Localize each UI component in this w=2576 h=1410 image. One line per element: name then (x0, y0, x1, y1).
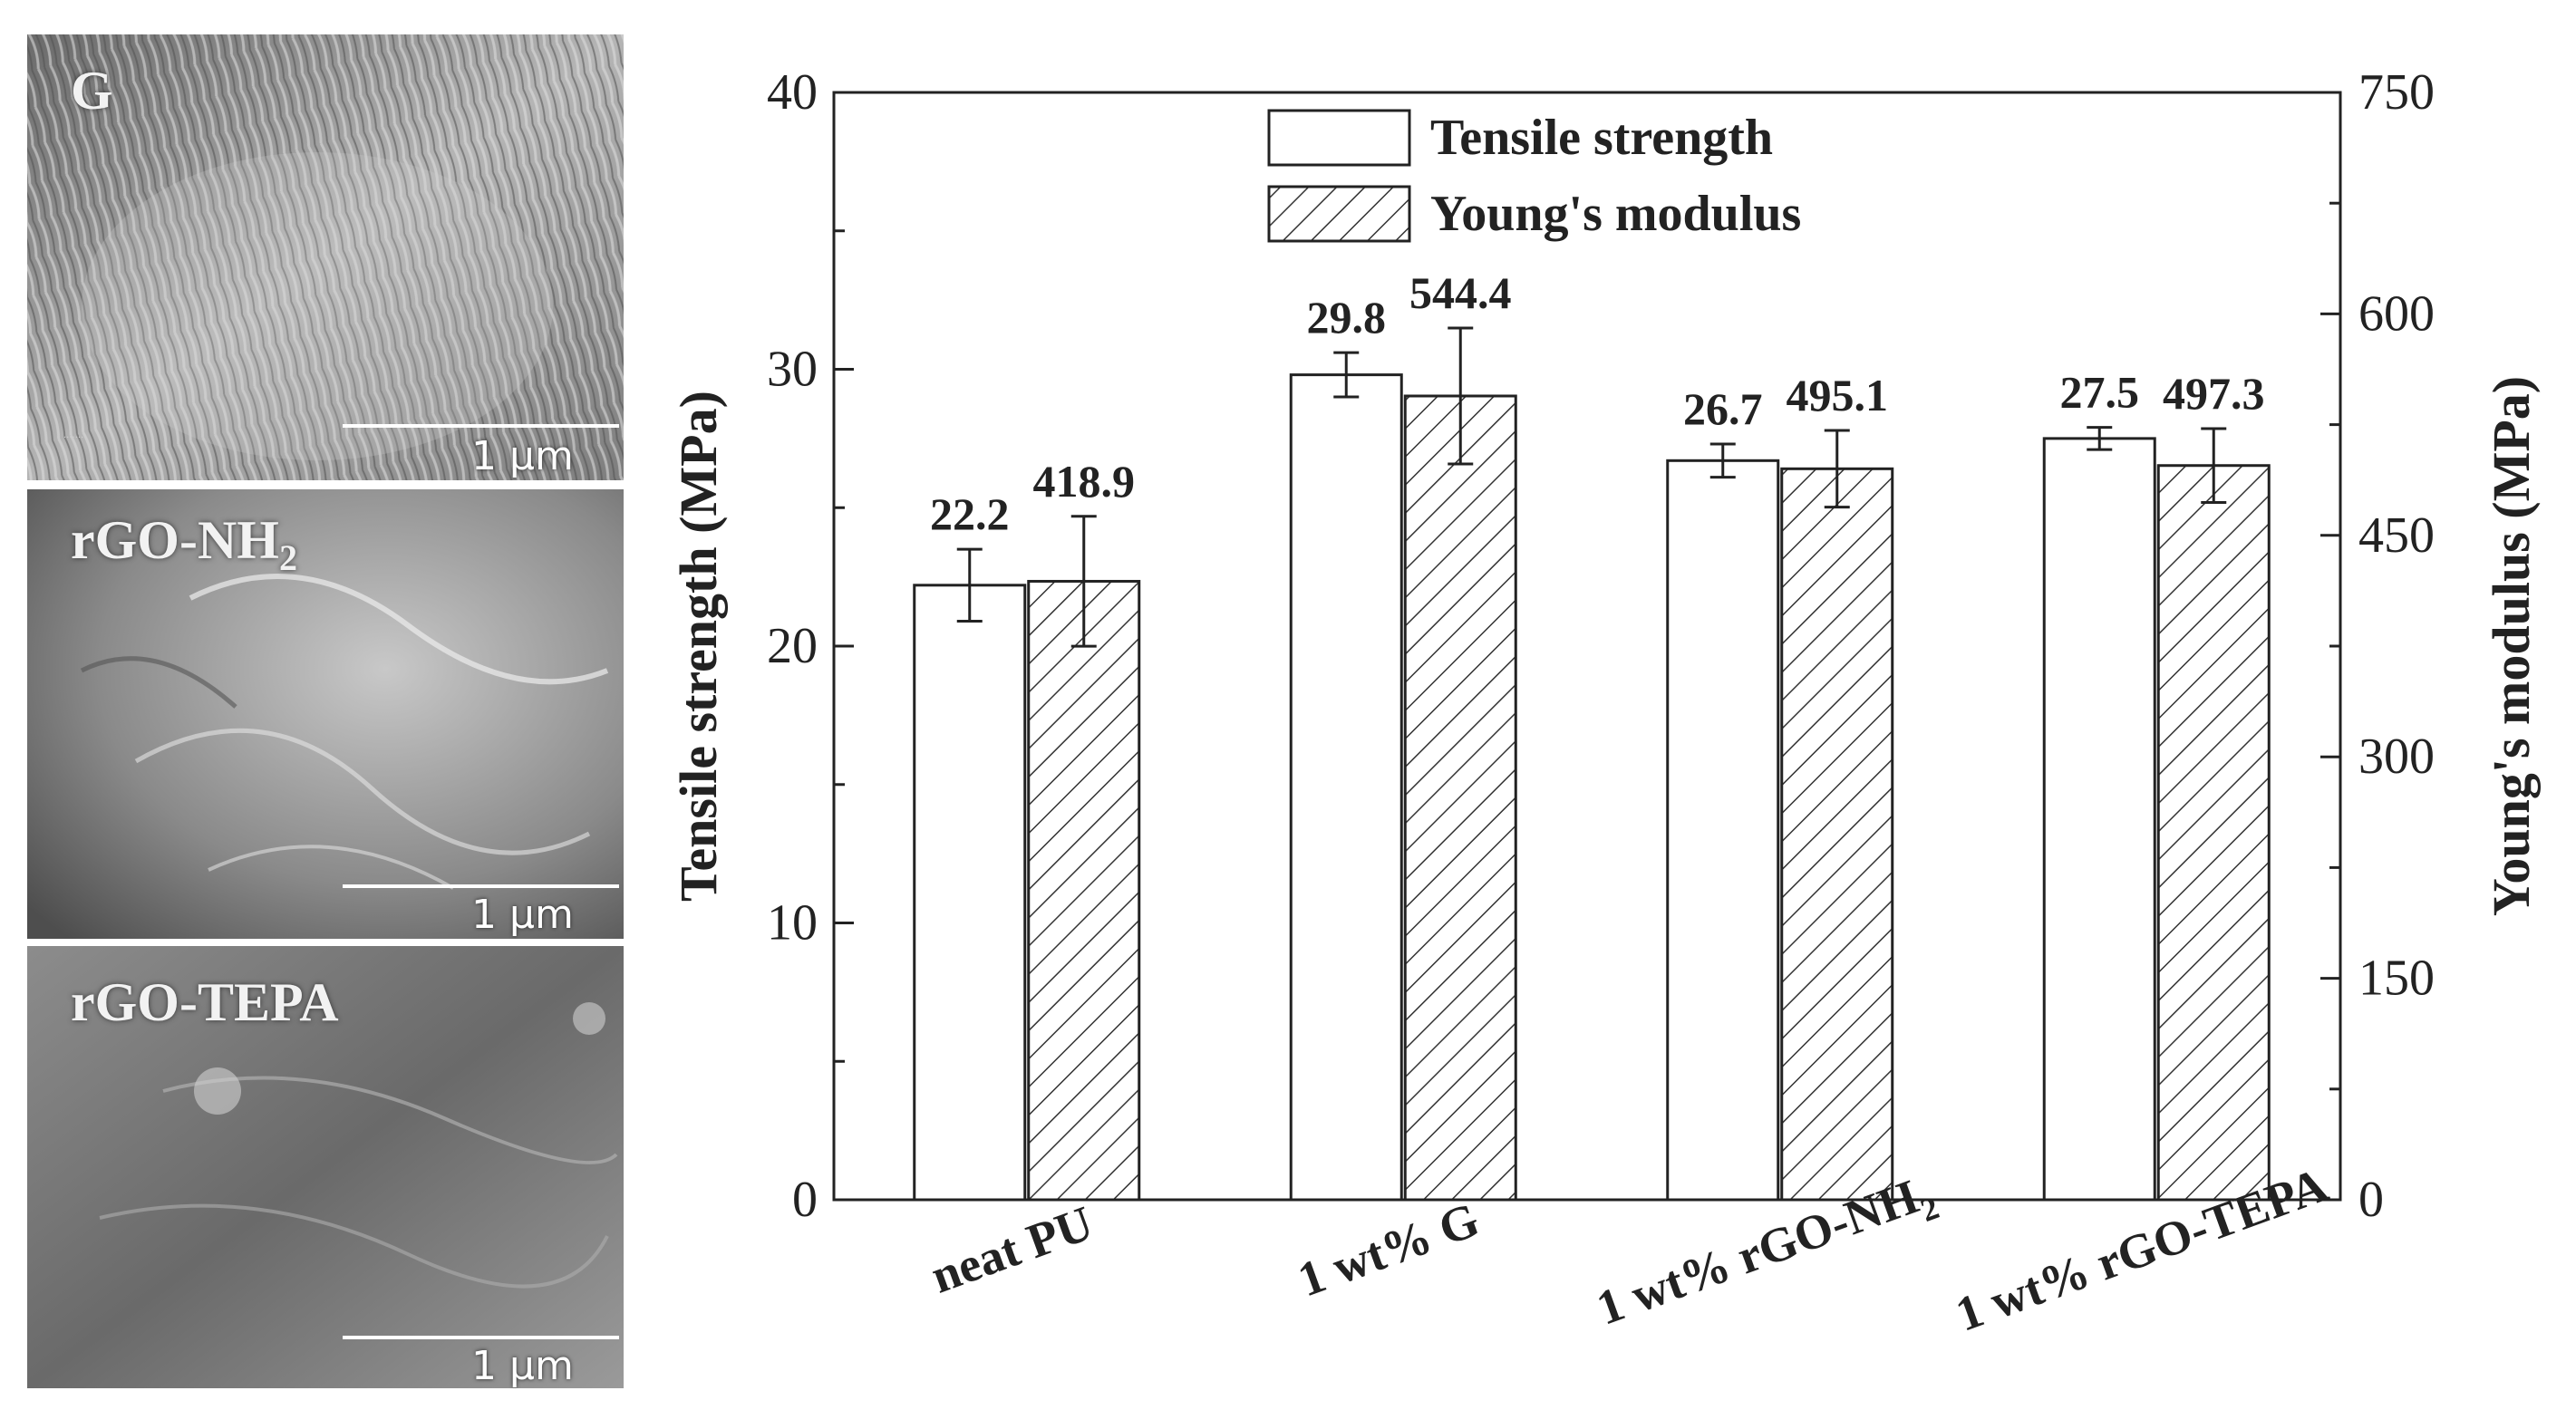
category-label-text: 1 wt% G (1291, 1192, 1486, 1307)
legend-swatch (1267, 109, 1411, 167)
sem-image-g (27, 34, 624, 480)
bar-tensile-strength (1289, 373, 1403, 1202)
legend-swatch (1267, 185, 1411, 243)
panel-label-rgo-nh2-text: rGO-NH (71, 510, 279, 570)
y-axis-right-title: Young's modulus (MPa) (2482, 376, 2541, 916)
sem-microtext: ······· (63, 433, 84, 443)
bar-tensile-strength (1666, 459, 1780, 1202)
panel-label-subscript: 2 (278, 537, 297, 578)
bar-youngs-modulus (2156, 464, 2271, 1202)
bar-youngs-modulus (1780, 467, 1894, 1202)
legend-label: Young's modulus (1430, 186, 1801, 242)
data-label: 26.7 (1683, 383, 1763, 434)
category-label: neat PU (924, 1195, 1099, 1303)
category-label-text: neat PU (924, 1195, 1099, 1303)
bar-chart: 0 10 20 30 40 0 150 300 450 600 750 Tensile strengt… (669, 64, 2541, 1342)
left-tick-label: 10 (767, 895, 818, 951)
bar-youngs-modulus (1027, 579, 1141, 1202)
data-label: 22.2 (930, 488, 1010, 539)
category-label: 1 wt% G (1291, 1192, 1486, 1307)
data-label: 29.8 (1307, 292, 1387, 343)
sem-panel-rgo-nh2: rGO-NH2 1 μm (27, 489, 624, 939)
left-tick-label: 0 (792, 1172, 818, 1228)
sem-image-rgo-tepa (27, 946, 624, 1388)
data-label: 497.3 (2163, 368, 2265, 419)
scale-bar (343, 1336, 619, 1339)
panel-label-g: G (71, 61, 113, 121)
data-label: 544.4 (1409, 267, 1512, 318)
data-label: 27.5 (2060, 367, 2140, 418)
scale-label: 1 μm (471, 1343, 574, 1388)
bar-tensile-strength (2042, 437, 2156, 1202)
data-label: 418.9 (1033, 456, 1136, 507)
sem-image-rgo-nh2 (27, 489, 624, 939)
scale-label: 1 μm (471, 433, 574, 479)
left-tick-label: 20 (767, 618, 818, 674)
data-label: 495.1 (1787, 370, 1889, 420)
right-tick-label: 150 (2358, 951, 2435, 1007)
bar-tensile-strength (913, 584, 1027, 1202)
right-tick-label: 450 (2358, 507, 2435, 564)
y-axis-title: Tensile strength (MPa) (669, 391, 728, 902)
bar-youngs-modulus (1403, 394, 1517, 1202)
right-tick-label: 600 (2358, 285, 2435, 342)
scale-label: 1 μm (471, 892, 574, 938)
sem-panel-g: G ······· 1 μm (27, 34, 624, 480)
left-tick-label: 30 (767, 342, 818, 398)
right-tick-label: 0 (2358, 1172, 2384, 1228)
legend-label: Tensile strength (1430, 110, 1773, 166)
scale-bar (343, 884, 619, 888)
left-tick-label: 40 (767, 64, 818, 121)
panel-label-rgo-tepa: rGO-TEPA (71, 972, 339, 1032)
right-tick-label: 300 (2358, 729, 2435, 785)
sem-panel-rgo-tepa: rGO-TEPA 1 μm (27, 946, 624, 1388)
panel-label-rgo-nh2: rGO-NH2 (71, 509, 297, 579)
right-tick-label: 750 (2358, 64, 2435, 121)
scale-bar (343, 424, 619, 428)
